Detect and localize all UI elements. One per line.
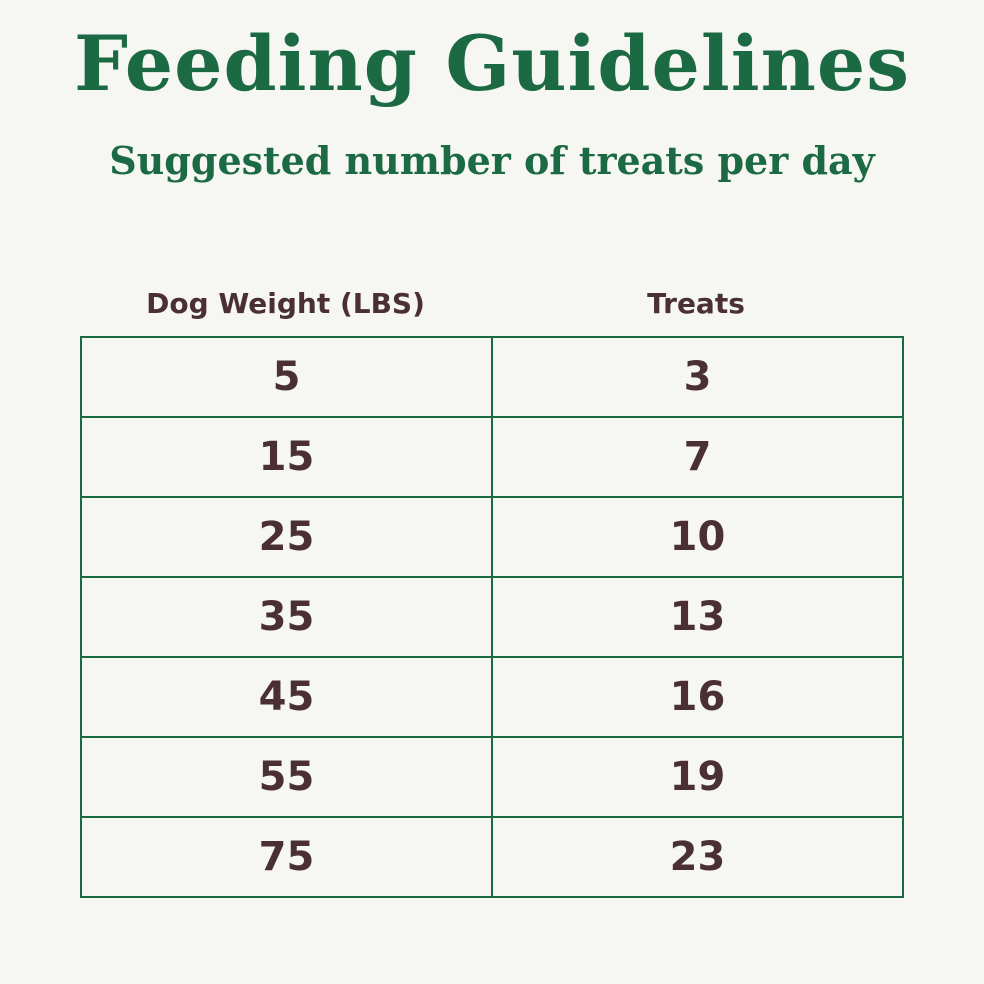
treats-cell: 10	[491, 496, 904, 578]
table-row: 35 13	[80, 576, 904, 658]
table-row: 25 10	[80, 496, 904, 578]
weight-cell: 55	[80, 736, 493, 818]
weight-cell: 75	[80, 816, 493, 898]
column-header-treats: Treats	[647, 287, 745, 320]
treats-cell: 16	[491, 656, 904, 738]
table-row: 45 16	[80, 656, 904, 738]
weight-cell: 25	[80, 496, 493, 578]
table-row: 5 3	[80, 336, 904, 418]
feeding-table: 5 3 15 7 25 10 35 13 45 16 55 19	[80, 336, 904, 898]
table-row: 15 7	[80, 416, 904, 498]
treats-cell: 13	[491, 576, 904, 658]
table-row: 55 19	[80, 736, 904, 818]
weight-cell: 35	[80, 576, 493, 658]
treats-cell: 7	[491, 416, 904, 498]
treats-cell: 19	[491, 736, 904, 818]
page-subtitle: Suggested number of treats per day	[109, 138, 875, 183]
treats-cell: 23	[491, 816, 904, 898]
treats-cell: 3	[491, 336, 904, 418]
column-header-dog-weight: Dog Weight (LBS)	[146, 287, 425, 320]
table-row: 75 23	[80, 816, 904, 898]
page-title: Feeding Guidelines	[73, 19, 911, 108]
weight-cell: 5	[80, 336, 493, 418]
weight-cell: 15	[80, 416, 493, 498]
weight-cell: 45	[80, 656, 493, 738]
